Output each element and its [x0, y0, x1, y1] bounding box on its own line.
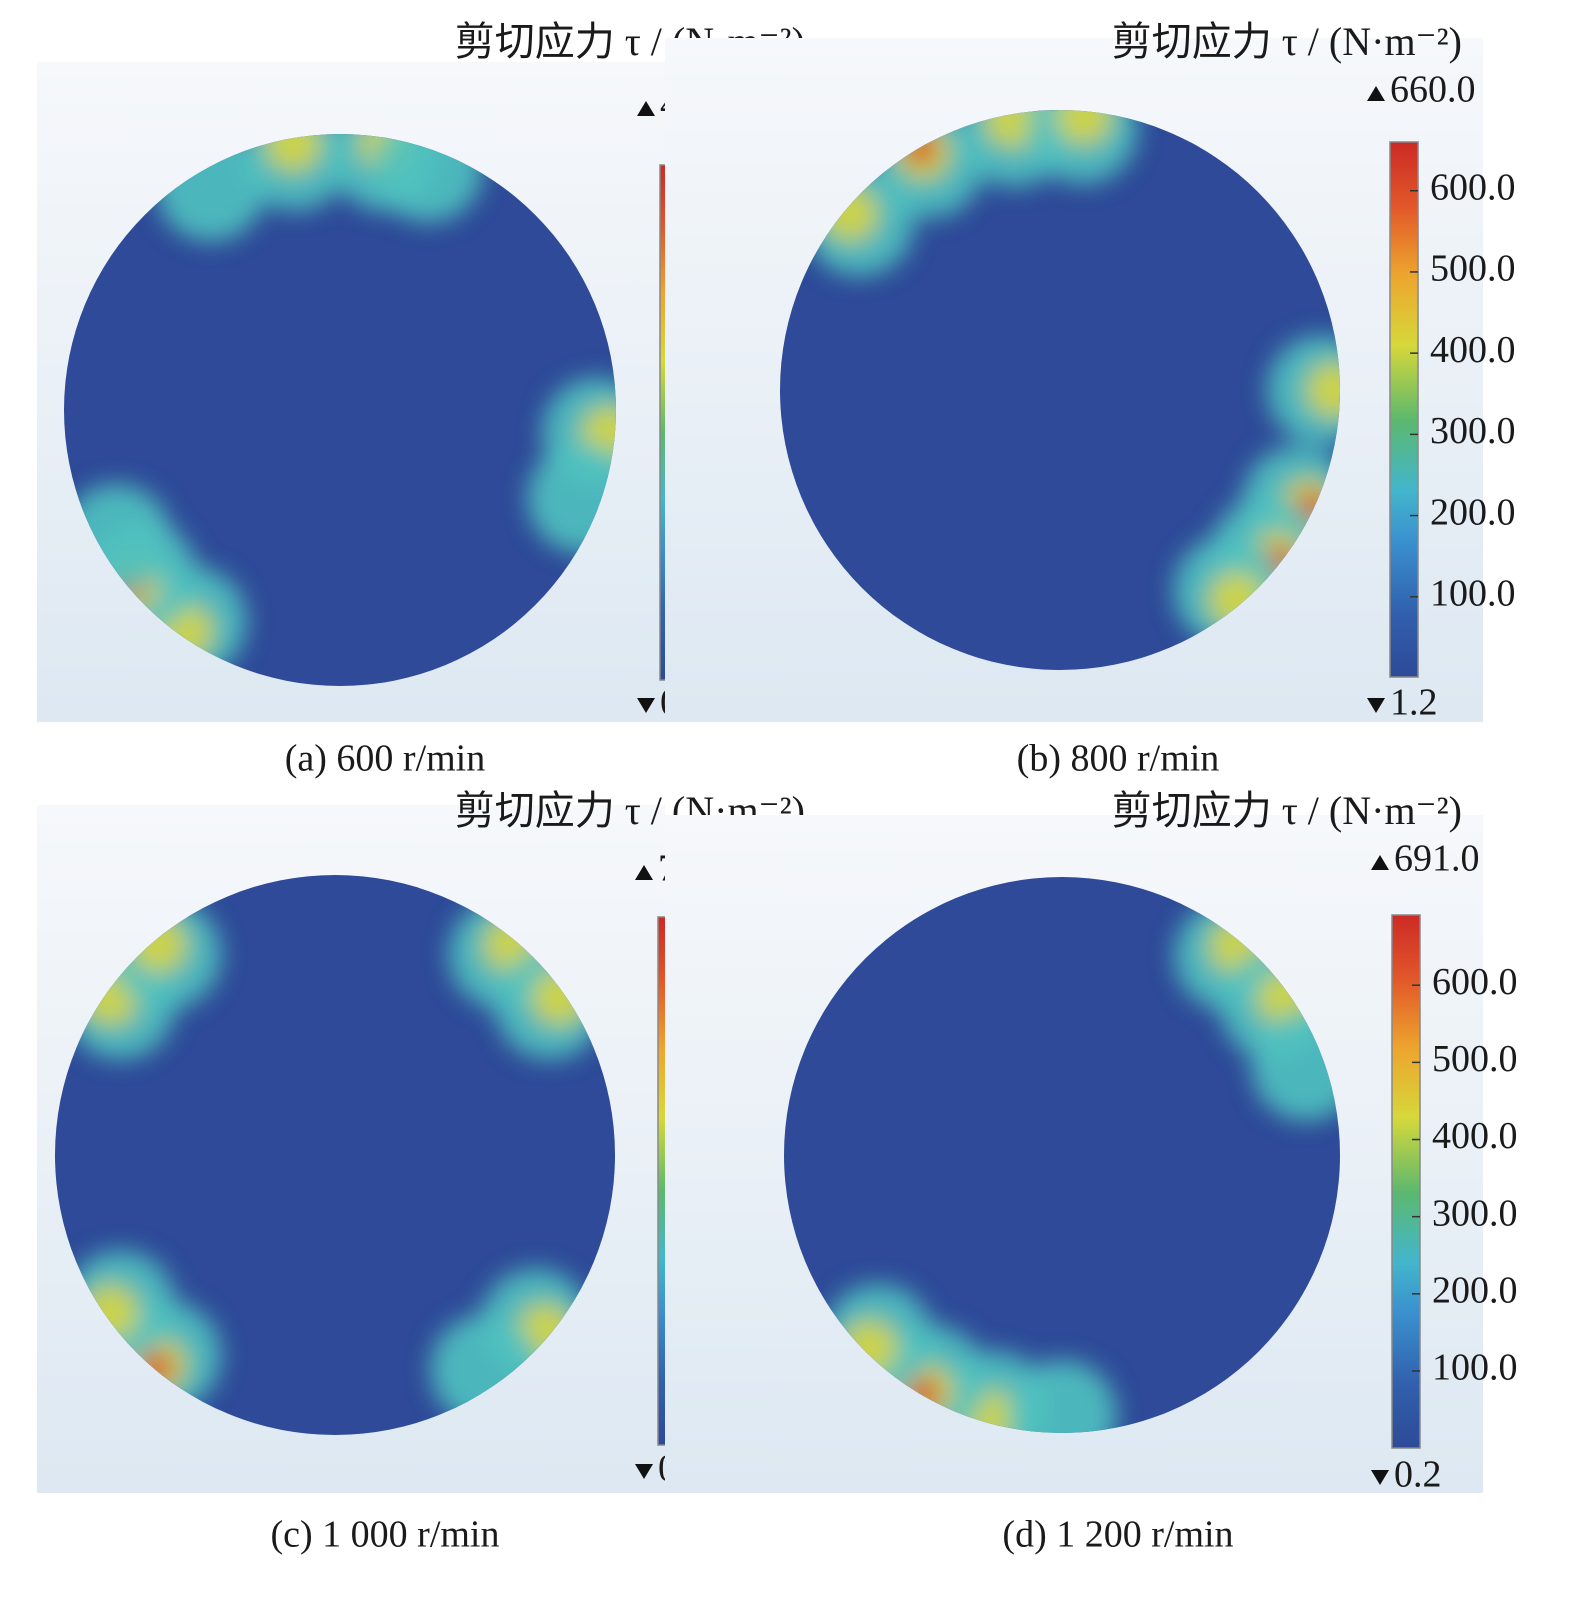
colorbar-title: 剪切应力 τ / (N·m⁻²) [1112, 19, 1462, 64]
max-label: 691.0 [1394, 838, 1480, 880]
max-marker [1371, 855, 1389, 870]
min-marker [637, 698, 655, 713]
hot-spot [1055, 110, 1112, 146]
stress-disc [55, 875, 615, 1435]
colorbar-tick-label: 500.0 [1432, 1038, 1518, 1080]
stress-disc [64, 134, 616, 686]
hot-spot [1306, 362, 1340, 418]
caption: (d) 1 200 r/min [1002, 1514, 1233, 1556]
colorbar [1391, 914, 1421, 1449]
hot-spots [823, 900, 1340, 1433]
colorbar-tick-label: 400.0 [1430, 329, 1516, 371]
max-marker [635, 865, 653, 880]
colorbar-tick-label: 100.0 [1430, 572, 1516, 614]
hot-spot [1007, 1360, 1117, 1433]
panel: 100.0 200.0 300.0 400.0 500.0 600.0 660.0 1.2 剪切… [665, 19, 1516, 780]
colorbar-tick-label: 600.0 [1430, 166, 1516, 208]
max-marker [1367, 86, 1385, 101]
colorbar-tick-label: 200.0 [1432, 1270, 1518, 1312]
hot-spot [984, 110, 1041, 149]
min-label: 0.2 [1394, 1454, 1442, 1496]
colorbar-tick-label: 300.0 [1430, 410, 1516, 452]
min-label: 1.2 [1390, 682, 1438, 724]
stress-disc [780, 110, 1340, 670]
colorbar [1389, 141, 1419, 678]
colorbar-tick-label: 100.0 [1432, 1347, 1518, 1389]
colorbar-tick-label: 400.0 [1432, 1115, 1518, 1157]
colorbar-tick-label: 600.0 [1432, 961, 1518, 1003]
colorbar-tick-label: 200.0 [1430, 491, 1516, 533]
stress-disc [784, 877, 1340, 1433]
panel: 50.0100.0150.0200.0250.0300.0350.0400.04… [37, 19, 805, 780]
min-marker [1367, 698, 1385, 713]
panel: 100.0 200.0 300.0 400.0 500.0 600.0 691.0 0.2 剪切… [665, 788, 1518, 1556]
hot-spot [265, 134, 322, 173]
min-marker [1371, 1470, 1389, 1485]
colorbar-title: 剪切应力 τ / (N·m⁻²) [1112, 788, 1462, 833]
colorbar-tick-label: 500.0 [1430, 248, 1516, 290]
max-marker [637, 101, 655, 116]
caption: (a) 600 r/min [285, 738, 486, 780]
caption: (c) 1 000 r/min [270, 1514, 499, 1556]
min-marker [635, 1464, 653, 1479]
max-label: 660.0 [1390, 69, 1476, 111]
colorbar-tick-label: 300.0 [1432, 1192, 1518, 1234]
caption: (b) 800 r/min [1017, 738, 1220, 780]
